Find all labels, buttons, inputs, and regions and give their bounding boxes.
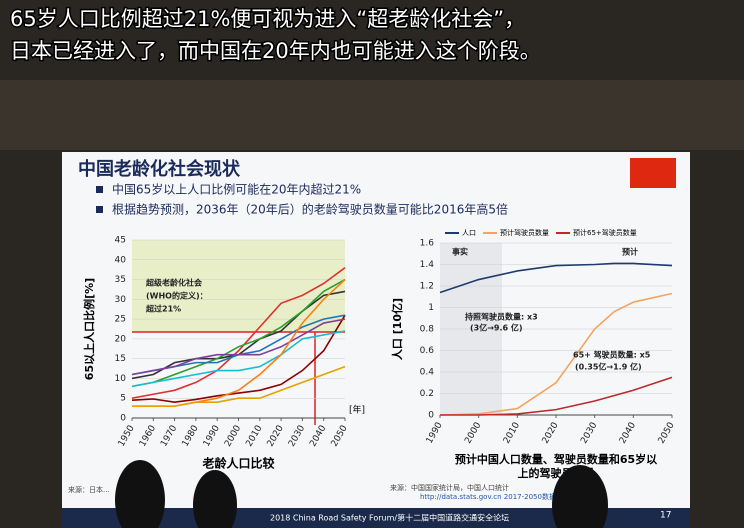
- shaded-region: [132, 240, 345, 332]
- y-tick-label: 1.6: [420, 239, 435, 249]
- ceiling: [0, 80, 744, 150]
- slide: [62, 152, 690, 528]
- bullet: 中国65岁以上人口比例可能在20年内超过21%: [112, 182, 361, 197]
- slide-title: 中国老龄化社会现状: [78, 158, 241, 180]
- data-line: [131, 330, 346, 388]
- source: 来源：日本...: [68, 485, 110, 494]
- y-tick-label: 10: [115, 374, 127, 384]
- legend-label: 预计驾驶员数量: [500, 228, 549, 237]
- annotation: 超级老龄化社会: [145, 278, 202, 288]
- data-line: [439, 262, 673, 294]
- data-line: [131, 318, 346, 376]
- data-line: [439, 292, 673, 416]
- data-line: [132, 365, 346, 407]
- y-tick-label: 1.2: [420, 282, 434, 292]
- y-tick-label: 0.2: [420, 389, 434, 399]
- y-axis-label: 人口 [10亿]: [390, 298, 404, 360]
- caption-line: 日本已经进入了，而中国在20年内也可能进入这个阶段。: [10, 39, 541, 63]
- y-tick-label: 0: [120, 414, 126, 424]
- source: 来源：中国国家统计局，中国人口统计: [390, 483, 509, 492]
- annotation: 预计: [622, 247, 638, 257]
- flag: [630, 158, 676, 188]
- y-tick-label: 15: [115, 354, 126, 364]
- bullet-icon: [96, 206, 103, 213]
- audience: [193, 470, 237, 528]
- bullet: 根据趋势预测，2036年（20年后）的老龄驾驶员数量可能比2016年高5倍: [112, 202, 508, 217]
- y-tick-label: 30: [115, 295, 127, 305]
- chart-caption: 预计中国人口数量、驾驶员数量和65岁以: [455, 452, 657, 466]
- x-axis-label: 老龄人口比较: [202, 456, 274, 471]
- legend-label: 预计65+驾驶员数量: [573, 228, 637, 237]
- caption-line: 65岁人口比例超过21%便可视为进入“超老龄化社会”，: [10, 7, 525, 31]
- annotation: (WHO的定义)：: [146, 291, 208, 301]
- y-tick-label: 1.4: [420, 260, 435, 270]
- annotation: 事实: [452, 247, 468, 257]
- annotation: (0.35亿→1.9 亿): [575, 362, 642, 372]
- legend-label: 人口: [462, 229, 476, 237]
- y-tick-label: 5: [120, 394, 126, 404]
- y-tick-label: 45: [115, 236, 126, 246]
- audience: [552, 465, 608, 528]
- y-tick-label: 20: [115, 334, 127, 344]
- data-line: [131, 267, 346, 400]
- y-tick-label: 25: [115, 315, 126, 325]
- x-unit: [年]: [349, 404, 365, 416]
- data-line: [131, 314, 346, 403]
- bullet-icon: [96, 186, 103, 193]
- source: http://data.stats.gov.cn 2017-2050数据为预测: [420, 492, 577, 501]
- page-number: 17: [660, 511, 671, 521]
- y-tick-label: 0.4: [420, 368, 435, 378]
- audience: [115, 460, 165, 528]
- y-tick-label: 0.6: [420, 346, 435, 356]
- y-tick-label: 0: [428, 411, 434, 421]
- data-line: [131, 278, 346, 388]
- y-tick-label: 0.8: [420, 325, 435, 335]
- footer: 2018 China Road Safety Forum/第十二届中国道路交通安…: [270, 513, 509, 523]
- y-tick-label: 1: [428, 303, 434, 313]
- y-tick-label: 40: [115, 255, 127, 265]
- y-tick-label: 35: [115, 275, 126, 285]
- annotation: (3亿→9.6 亿): [470, 323, 523, 333]
- annotation: 65+ 驾驶员数量: x5: [573, 350, 651, 360]
- annotation: 超过21%: [145, 304, 181, 314]
- data-line: [440, 376, 673, 416]
- y-axis-label: 65以上人口比例[%]: [82, 278, 96, 380]
- annotation: 持照驾驶员数量: x3: [465, 312, 538, 322]
